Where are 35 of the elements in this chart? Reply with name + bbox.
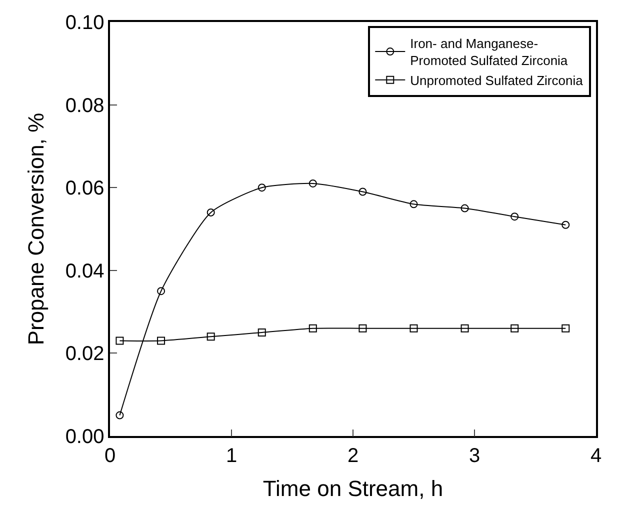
- point: [206, 208, 215, 216]
- y-axis-title: Propane Conversion, %: [24, 112, 49, 346]
- x-tick-label: 3: [468, 444, 480, 467]
- point: [410, 324, 418, 332]
- x-tick-label: 0: [104, 444, 116, 467]
- point: [358, 188, 367, 196]
- point: [206, 332, 215, 341]
- legend-label: Unpromoted Sulfated Zirconia: [410, 72, 584, 88]
- point: [410, 200, 418, 208]
- point: [358, 324, 367, 332]
- x-tick-label: 4: [590, 444, 602, 467]
- point: [460, 324, 469, 332]
- point: [308, 179, 317, 188]
- point: [562, 324, 570, 332]
- point: [510, 324, 519, 332]
- point: [116, 336, 124, 345]
- y-tick-label: 0.08: [65, 94, 104, 117]
- point: [116, 411, 124, 420]
- y-tick-label: 0.00: [65, 426, 104, 448]
- point: [308, 324, 317, 332]
- y-tick-label: 0.04: [65, 260, 104, 282]
- point: [510, 212, 519, 221]
- y-tick-label: 0.06: [65, 178, 104, 200]
- x-axis-title: Time on Stream, h: [262, 476, 444, 502]
- point: [157, 287, 166, 296]
- legend-label: Iron- and Manganese- Promoted Sulfated Zirconia: [410, 36, 568, 68]
- y-tick-label: 0.10: [65, 12, 104, 34]
- point: [258, 184, 266, 192]
- point: [562, 220, 570, 229]
- point: [460, 204, 469, 212]
- point: [258, 328, 266, 336]
- point: [157, 336, 166, 345]
- x-tick-label: 1: [226, 444, 238, 467]
- y-tick-label: 0.02: [65, 343, 104, 366]
- x-tick-label: 2: [347, 444, 359, 467]
